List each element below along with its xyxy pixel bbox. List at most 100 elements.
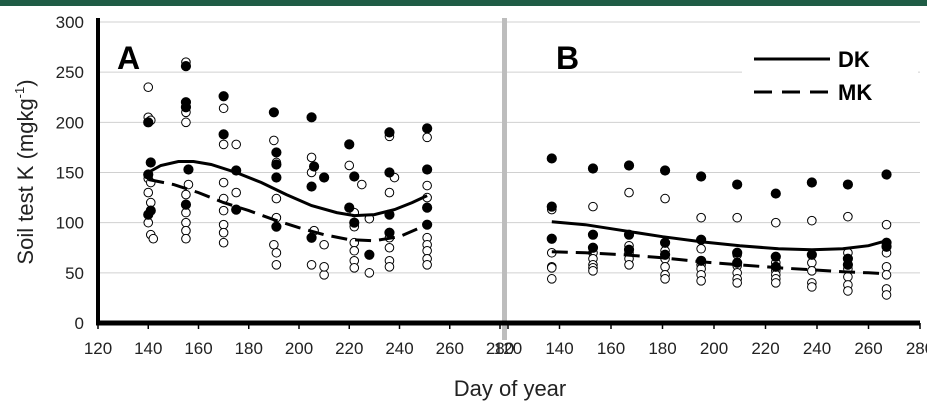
point-filled-a-36 [422, 219, 433, 230]
point-open-b-40 [771, 278, 781, 288]
point-filled-b-6 [623, 160, 635, 171]
point-open-a-59 [384, 242, 395, 253]
point-filled-a-8 [183, 164, 194, 175]
y-axis-title-sup: -1 [12, 87, 27, 99]
point-filled-b-2 [546, 233, 557, 244]
point-open-a-20 [218, 139, 229, 150]
point-filled-b-26 [881, 169, 892, 180]
point-filled-a-25 [349, 171, 360, 182]
point-open-b-41 [807, 215, 817, 226]
point-open-a-33 [269, 239, 279, 250]
y-tick-label-150: 150 [56, 164, 84, 183]
curve-dk-panel-b [551, 220, 887, 252]
point-open-a-21 [231, 139, 241, 150]
x-tick-label-a-140: 140 [134, 339, 162, 358]
point-filled-b-10 [659, 237, 671, 248]
x-tick-label-a-160: 160 [184, 339, 212, 358]
point-open-b-24 [696, 243, 706, 254]
point-filled-b-5 [587, 242, 599, 253]
top-accent-bar [0, 0, 927, 6]
point-filled-a-5 [180, 61, 192, 72]
point-filled-b-16 [732, 247, 743, 258]
point-filled-b-4 [587, 229, 599, 240]
point-filled-a-26 [344, 202, 355, 213]
point-open-a-62 [422, 132, 432, 143]
y-axis-title: Soil test K (mgkg-1) [12, 79, 38, 264]
point-open-a-50 [349, 263, 360, 273]
point-open-a-12 [181, 117, 191, 128]
axes [96, 18, 921, 329]
x-tick-label-b-200: 200 [700, 339, 728, 358]
point-open-a-48 [349, 245, 360, 256]
point-open-a-19 [218, 103, 229, 114]
legend-label-mk: MK [838, 80, 872, 105]
x-tick-label-b-180: 180 [648, 339, 676, 358]
point-open-b-11 [588, 266, 598, 276]
y-tick-label-300: 300 [56, 13, 84, 32]
panel-label-a: A [117, 40, 140, 76]
point-open-a-34 [271, 247, 282, 258]
y-tick-label-50: 50 [65, 264, 84, 283]
curve-mk-panel-b [551, 250, 887, 276]
point-filled-b-3 [587, 163, 599, 174]
point-filled-b-8 [623, 244, 635, 255]
point-open-a-14 [181, 189, 191, 200]
point-filled-a-7 [180, 102, 192, 113]
y-axis-title-close: ) [13, 79, 38, 86]
point-filled-a-35 [422, 202, 433, 213]
point-filled-a-33 [422, 123, 433, 134]
point-open-a-25 [218, 205, 229, 216]
x-tick-label-b-140: 140 [545, 339, 573, 358]
point-filled-b-18 [770, 188, 781, 199]
point-open-a-5 [143, 187, 154, 198]
point-filled-b-15 [732, 179, 743, 190]
point-filled-b-28 [881, 241, 892, 252]
point-filled-a-11 [218, 129, 229, 140]
point-filled-a-21 [306, 181, 317, 192]
point-filled-b-9 [659, 165, 671, 176]
point-filled-a-34 [422, 164, 433, 175]
trend-curves [147, 160, 887, 276]
x-tick-label-a-180: 180 [235, 339, 263, 358]
point-filled-a-32 [384, 227, 395, 238]
x-axis-title: Day of year [454, 376, 567, 401]
point-open-b-20 [660, 262, 670, 272]
point-filled-b-21 [806, 177, 817, 188]
point-filled-a-1 [145, 157, 156, 168]
point-filled-a-20 [308, 161, 320, 172]
point-filled-a-13 [231, 204, 242, 215]
point-filled-a-30 [384, 167, 395, 178]
point-open-a-35 [271, 260, 282, 270]
point-open-b-49 [843, 272, 853, 282]
x-tick-label-a-240: 240 [385, 339, 413, 358]
point-open-b-57 [881, 290, 892, 300]
point-filled-a-27 [349, 217, 360, 228]
point-filled-a-23 [306, 232, 317, 243]
point-open-a-18 [181, 233, 191, 244]
x-tick-label-b-220: 220 [751, 339, 779, 358]
point-filled-b-1 [546, 201, 557, 212]
point-open-a-55 [384, 187, 395, 198]
point-open-a-42 [319, 270, 329, 280]
point-open-b-22 [660, 274, 670, 284]
point-open-a-22 [218, 177, 229, 188]
legend: DK MK [742, 40, 918, 112]
point-open-a-61 [384, 262, 395, 272]
point-filled-b-19 [770, 251, 781, 262]
x-tick-label-b-260: 260 [854, 339, 882, 358]
point-open-b-12 [624, 187, 634, 198]
point-open-a-26 [218, 219, 229, 230]
point-filled-b-12 [696, 171, 707, 182]
point-open-a-43 [319, 262, 329, 272]
point-open-a-67 [422, 245, 432, 256]
data-points [143, 57, 892, 300]
point-filled-a-0 [143, 117, 154, 128]
point-open-a-0 [143, 82, 154, 93]
point-open-a-53 [364, 268, 375, 278]
point-open-a-31 [271, 193, 282, 204]
point-open-b-54 [881, 262, 892, 272]
point-open-b-6 [588, 201, 598, 212]
x-tick-label-a-120: 120 [84, 339, 112, 358]
point-open-b-17 [660, 193, 670, 204]
